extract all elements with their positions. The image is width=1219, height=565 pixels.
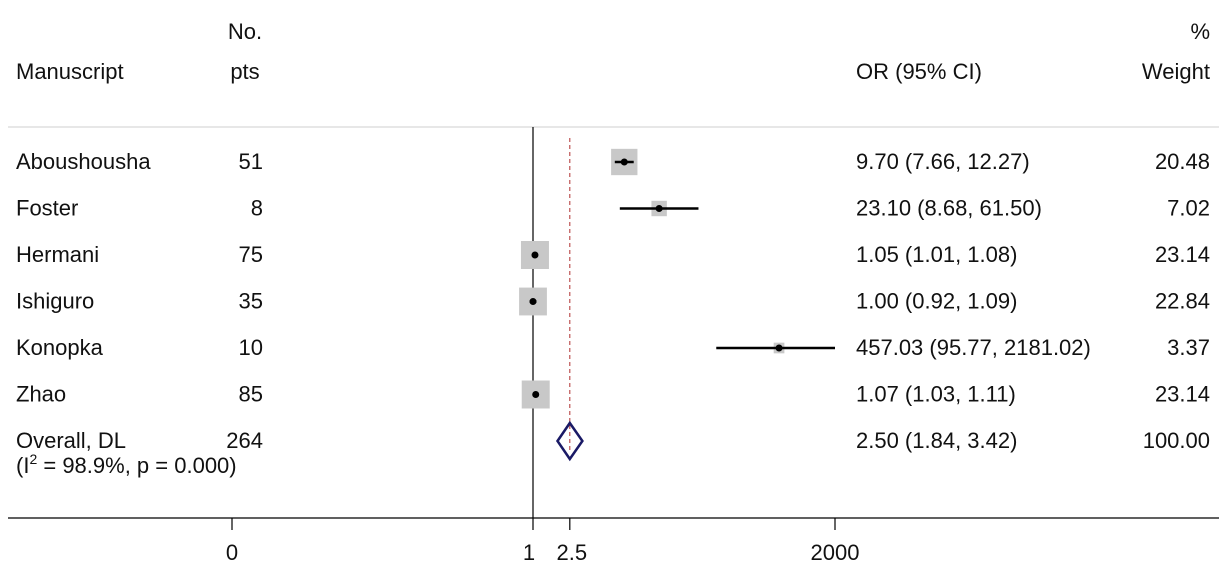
study-rows: Aboushousha 51 9.70 (7.66, 12.27) 20.48 Fost… [16, 149, 1210, 453]
study-n: 51 [239, 149, 263, 174]
study-label: Ishiguro [16, 289, 94, 314]
header-n-top: No. [228, 19, 262, 44]
study-weight: 22.84 [1155, 289, 1210, 314]
study-n: 35 [239, 289, 263, 314]
study-weight: 20.48 [1155, 149, 1210, 174]
heterogeneity-prefix: (I [16, 453, 29, 478]
header-n-bottom: pts [230, 59, 259, 84]
header-effect: OR (95% CI) [856, 59, 982, 84]
study-ci-text: 23.10 (8.68, 61.50) [856, 196, 1042, 221]
study-n: 264 [226, 428, 263, 453]
study-label: Hermani [16, 242, 99, 267]
study-weight: 23.14 [1155, 382, 1210, 407]
study-weight: 23.14 [1155, 242, 1210, 267]
point-estimate [532, 391, 540, 398]
header-weight-bottom: Weight [1142, 59, 1210, 84]
point-estimate [620, 158, 628, 166]
study-n: 85 [239, 382, 263, 407]
point-estimate [531, 251, 539, 259]
study-n: 8 [251, 196, 263, 221]
study-weight: 3.37 [1167, 335, 1210, 360]
x-tick-label: 0 [226, 540, 238, 565]
heterogeneity-sup: 2 [29, 451, 37, 467]
x-tick-label: 1 [523, 540, 535, 565]
point-estimate [529, 298, 537, 305]
study-ci-text: 1.07 (1.03, 1.11) [856, 382, 1016, 407]
study-ci-text: 1.00 (0.92, 1.09) [856, 289, 1017, 314]
header-manuscript: Manuscript [16, 59, 124, 84]
study-n: 75 [239, 242, 263, 267]
study-ci-text: 9.70 (7.66, 12.27) [856, 149, 1030, 174]
study-label: Overall, DL [16, 428, 126, 453]
study-label: Foster [16, 196, 78, 221]
study-ci-text: 1.05 (1.01, 1.08) [856, 242, 1017, 267]
study-ci-text: 2.50 (1.84, 3.42) [856, 428, 1017, 453]
x-tick-label: 2000 [811, 540, 860, 565]
study-label: Konopka [16, 335, 104, 360]
study-n: 10 [239, 335, 263, 360]
heterogeneity-text: (I2 = 98.9%, p = 0.000) [16, 451, 237, 478]
plot-marks [519, 127, 835, 518]
study-ci-text: 457.03 (95.77, 2181.02) [856, 335, 1091, 360]
overall-diamond [555, 420, 584, 462]
x-axis-ticks: 0 1 2.5 2000 [226, 518, 860, 565]
study-weight: 100.00 [1143, 428, 1210, 453]
study-label: Zhao [16, 382, 66, 407]
study-weight: 7.02 [1167, 196, 1210, 221]
point-estimate [655, 205, 663, 212]
header-weight-top: % [1190, 19, 1210, 44]
heterogeneity-rest: = 98.9%, p = 0.000) [37, 453, 236, 478]
study-label: Aboushousha [16, 149, 151, 174]
point-estimate [775, 344, 783, 352]
x-tick-label: 2.5 [557, 540, 588, 565]
